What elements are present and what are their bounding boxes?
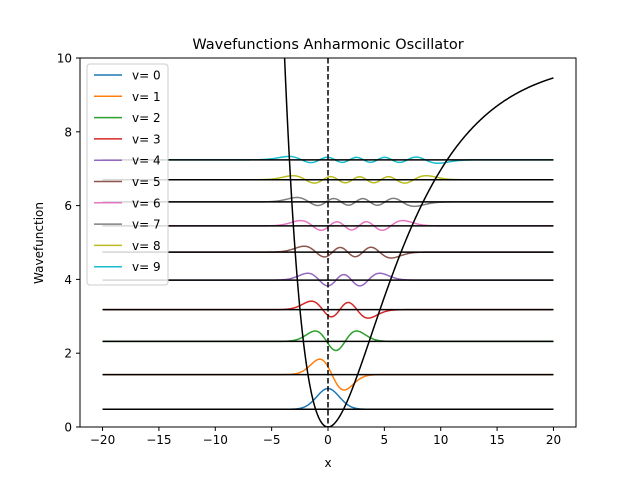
legend-label-v0: v= 0	[132, 69, 161, 83]
x-tick-label: 10	[433, 433, 448, 447]
potential-curve	[283, 58, 554, 427]
legend-box	[86, 63, 169, 286]
legend: v= 0 v= 1 v= 2 v= 3 v= 4 v= 5 v= 6 v= 7 v= 8 v= 9	[86, 63, 169, 286]
y-axis-label: Wavefunction	[32, 202, 46, 284]
x-tick-label: −20	[90, 433, 115, 447]
legend-label-v9: v= 9	[132, 260, 161, 274]
x-tick-label: 20	[546, 433, 561, 447]
legend-label-v3: v= 3	[132, 132, 161, 146]
x-tick-label: −15	[146, 433, 171, 447]
y-tick-label: 6	[64, 199, 72, 213]
legend-label-v1: v= 1	[132, 90, 161, 104]
y-tick-label: 8	[64, 125, 72, 139]
y-tick-label: 4	[64, 273, 72, 287]
x-tick-label: 15	[489, 433, 504, 447]
legend-label-v6: v= 6	[132, 196, 161, 210]
x-tick-label: 5	[381, 433, 389, 447]
legend-label-v4: v= 4	[132, 154, 161, 168]
legend-label-v7: v= 7	[132, 218, 161, 232]
x-axis-label: x	[324, 456, 331, 470]
legend-label-v2: v= 2	[132, 111, 161, 125]
axes: −20 −15 −10 −5 0 5 10 15 20 0 2 4 6 8 10	[57, 52, 577, 447]
x-tick-label: −10	[203, 433, 228, 447]
y-tick-label: 0	[64, 421, 72, 435]
legend-label-v5: v= 5	[132, 175, 161, 189]
plot-area	[102, 58, 554, 427]
chart-title: Wavefunctions Anharmonic Oscillator	[192, 37, 463, 53]
y-tick-label: 2	[64, 347, 72, 361]
y-tick-label: 10	[57, 52, 72, 66]
legend-label-v8: v= 8	[132, 239, 161, 253]
x-tick-label: 0	[324, 433, 332, 447]
x-tick-label: −5	[263, 433, 281, 447]
